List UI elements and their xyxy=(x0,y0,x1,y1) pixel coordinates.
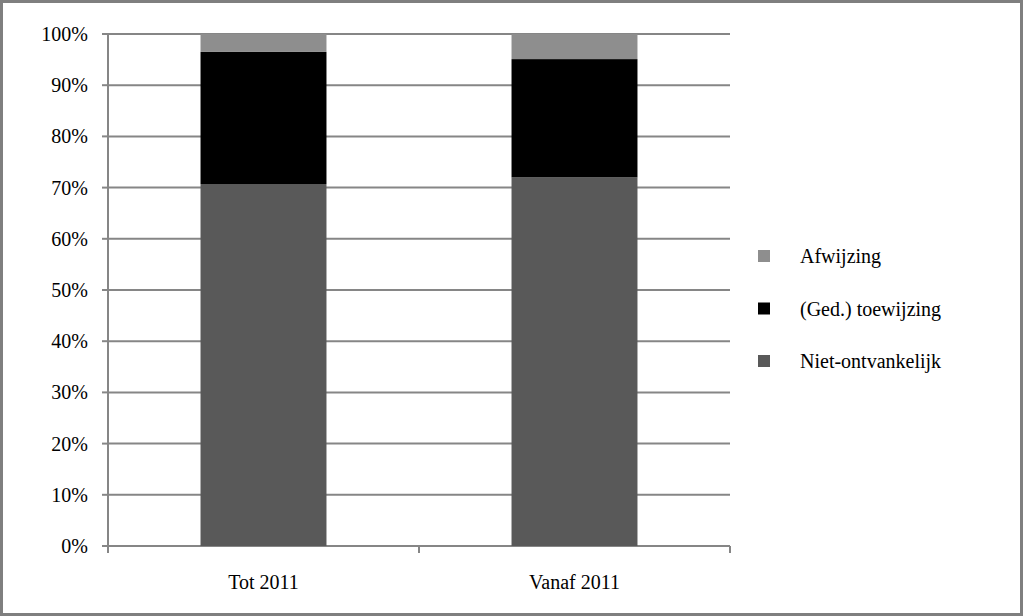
chart-container: 0% 10% 20% 30% 40% 50% 60% 70% 80% 90% 100% Tot 201… xyxy=(0,0,1023,616)
y-tick-label: 50% xyxy=(51,279,88,301)
y-tick-label: 80% xyxy=(51,125,88,147)
legend-swatch xyxy=(758,303,770,315)
y-tick-label: 30% xyxy=(51,381,88,403)
y-tick-label: 70% xyxy=(51,177,88,199)
bar-segment xyxy=(201,34,327,52)
y-tick-label: 40% xyxy=(51,330,88,352)
x-tick-label: Tot 2011 xyxy=(228,571,299,593)
legend: Afwijzing (Ged.) toewijzing Niet-ontvankel… xyxy=(758,245,941,373)
axes: 0% 10% 20% 30% 40% 50% 60% 70% 80% 90% 100% Tot 201… xyxy=(41,23,730,593)
y-tick-label: 10% xyxy=(51,484,88,506)
chart-svg: 0% 10% 20% 30% 40% 50% 60% 70% 80% 90% 100% Tot 201… xyxy=(0,0,1023,616)
x-tick xyxy=(729,546,731,553)
y-tick-label: 0% xyxy=(61,535,88,557)
y-tick-label: 60% xyxy=(51,228,88,250)
legend-swatch xyxy=(758,355,770,367)
legend-label: Niet-ontvankelijk xyxy=(800,350,941,373)
legend-label: (Ged.) toewijzing xyxy=(800,298,941,321)
y-tick-label: 100% xyxy=(41,23,88,45)
y-axis-line xyxy=(107,34,109,546)
y-tick-label: 20% xyxy=(51,433,88,455)
y-tick-label: 90% xyxy=(51,74,88,96)
bar-segment xyxy=(201,184,327,546)
grid xyxy=(108,34,730,546)
bar-segment xyxy=(512,177,638,546)
outer-frame xyxy=(2,2,1022,615)
x-tick xyxy=(107,546,109,553)
bars xyxy=(201,34,638,546)
bar-segment xyxy=(512,34,638,59)
bar-segment xyxy=(512,59,638,177)
legend-swatch xyxy=(758,250,770,262)
legend-label: Afwijzing xyxy=(800,245,881,268)
x-tick xyxy=(418,546,420,553)
x-tick-label: Vanaf 2011 xyxy=(529,571,620,593)
bar-segment xyxy=(201,52,327,184)
